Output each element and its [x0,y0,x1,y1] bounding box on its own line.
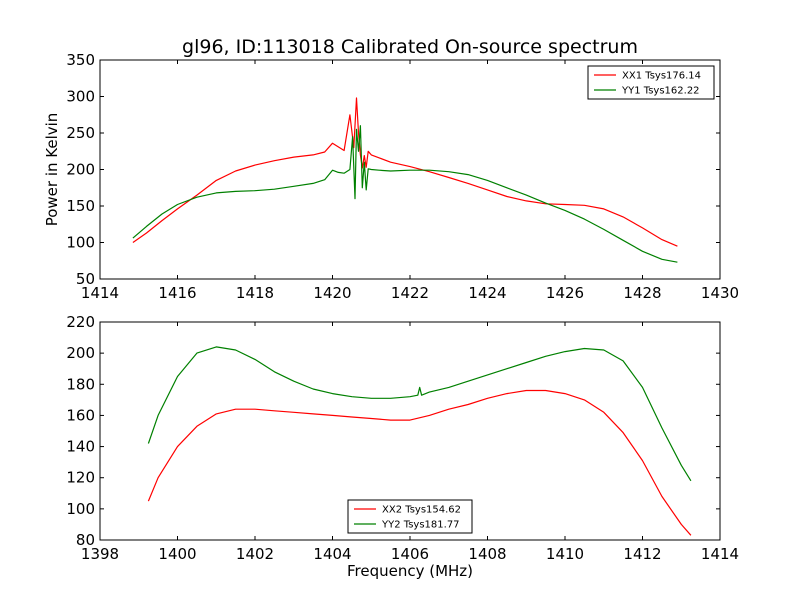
plot-panel-2: 1398 1400 1402 1404 1406 1408 1410 1412 1414 80 10… [66,313,739,580]
x-tick-label: 1406 [391,545,429,563]
x-axis-label: Frequency (MHz) [347,562,473,580]
legend-label: YY2 Tsys181.77 [381,520,460,531]
x-tick-label: 1422 [391,284,429,302]
y-tick-label: 80 [76,531,95,549]
y-axis-label: Power in Kelvin [43,113,61,227]
x-tick-label: 1412 [623,545,661,563]
y-tick-label: 100 [66,500,95,518]
y-tick-label: 350 [66,51,95,69]
x-tick-label: 1414 [81,284,119,302]
legend-box [347,499,473,534]
legend-label: YY1 Tsys162.22 [621,86,700,97]
x-tick-label: 1404 [313,545,351,563]
x-tick-label: 1430 [701,284,739,302]
series-line-2-2 [147,346,692,482]
y-tick-label: 100 [66,234,95,252]
y-tick-label: 180 [66,375,95,393]
x-tick-label: 1418 [236,284,274,302]
y-tick-label: 200 [66,344,95,362]
y-tick-label: 120 [66,469,95,487]
series-line-2-1 [147,389,692,536]
legend-box [587,65,715,100]
x-tick-label: 1416 [158,284,196,302]
x-tick-label: 1414 [701,545,739,563]
y-tick-label: 50 [76,270,95,288]
y-tick-label: 300 [66,88,95,106]
legend: XX1 Tsys176.14 YY1 Tsys162.22 [587,65,715,100]
x-tick-label: 1424 [468,284,506,302]
x-tick-label: 1408 [468,545,506,563]
y-tick-label: 220 [66,313,95,331]
x-tick-label: 1398 [81,545,119,563]
legend-label: XX2 Tsys154.62 [382,505,461,516]
legend: XX2 Tsys154.62 YY2 Tsys181.77 [347,499,473,534]
y-tick-label: 250 [66,124,95,142]
x-tick-label: 1426 [546,284,584,302]
y-tick-label: 160 [66,406,95,424]
legend-label: XX1 Tsys176.14 [622,71,701,82]
x-tick-label: 1428 [623,284,661,302]
y-tick-label: 200 [66,161,95,179]
x-tick-label: 1420 [313,284,351,302]
plot-panel-1: 1414 1416 1418 1420 1422 1424 1426 1428 1430 50 10… [43,51,739,302]
x-tick-label: 1402 [236,545,274,563]
chart-title: gl96, ID:113018 Calibrated On-source spe… [182,36,638,58]
series-line-1-2 [132,125,678,263]
x-tick-label: 1400 [158,545,196,563]
series-line-1-1 [132,97,678,247]
y-tick-label: 140 [66,438,95,456]
x-tick-label: 1410 [546,545,584,563]
y-tick-label: 150 [66,197,95,215]
